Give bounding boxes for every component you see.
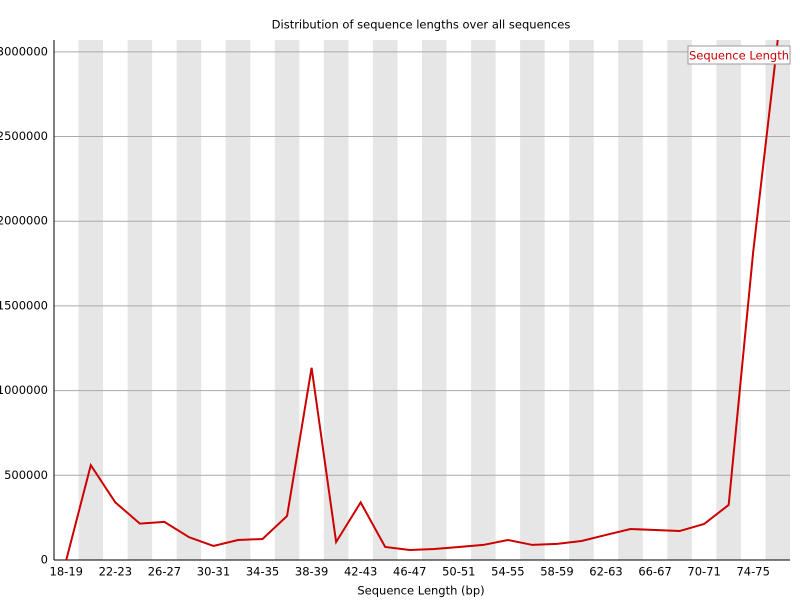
x-tick-label: 42-43 [344, 565, 377, 579]
x-tick-label: 54-55 [491, 565, 524, 579]
band [765, 40, 790, 560]
y-tick-label: 500000 [4, 468, 48, 482]
x-tick-label: 30-31 [197, 565, 230, 579]
x-tick-label: 34-35 [246, 565, 279, 579]
x-tick-label: 66-67 [638, 565, 671, 579]
x-tick-label: 74-75 [736, 565, 769, 579]
band [520, 40, 545, 560]
data-line [65, 39, 779, 561]
x-tick-label: 22-23 [99, 565, 132, 579]
x-axis-label: Sequence Length (bp) [357, 584, 484, 598]
x-tick-label: 38-39 [295, 565, 328, 579]
y-tick-label: 2000000 [0, 214, 48, 228]
band [667, 40, 692, 560]
legend-label: Sequence Length [689, 49, 789, 63]
band [78, 40, 104, 560]
band [422, 40, 447, 560]
band [569, 40, 594, 560]
x-tick-label: 62-63 [589, 565, 622, 579]
band [127, 40, 153, 560]
x-tick-label: 26-27 [148, 565, 181, 579]
y-tick-label: 0 [41, 553, 48, 567]
band [716, 40, 741, 560]
x-tick-label: 50-51 [442, 565, 475, 579]
band [225, 40, 251, 560]
band [274, 40, 300, 560]
y-tick-label: 1000000 [0, 383, 48, 397]
band [471, 40, 496, 560]
legend-box [687, 45, 791, 65]
band [323, 40, 349, 560]
y-tick-label: 1500000 [0, 298, 48, 312]
y-tick-label: 2500000 [0, 129, 48, 143]
y-tick-label: 3000000 [0, 44, 48, 58]
band [618, 40, 643, 560]
band [372, 40, 398, 560]
x-tick-label: 58-59 [540, 565, 573, 579]
x-tick-label: 46-47 [393, 565, 426, 579]
x-tick-label: 70-71 [687, 565, 720, 579]
x-tick-label: 18-19 [50, 565, 83, 579]
band [176, 40, 202, 560]
chart-title: Distribution of sequence lengths over al… [272, 18, 571, 32]
